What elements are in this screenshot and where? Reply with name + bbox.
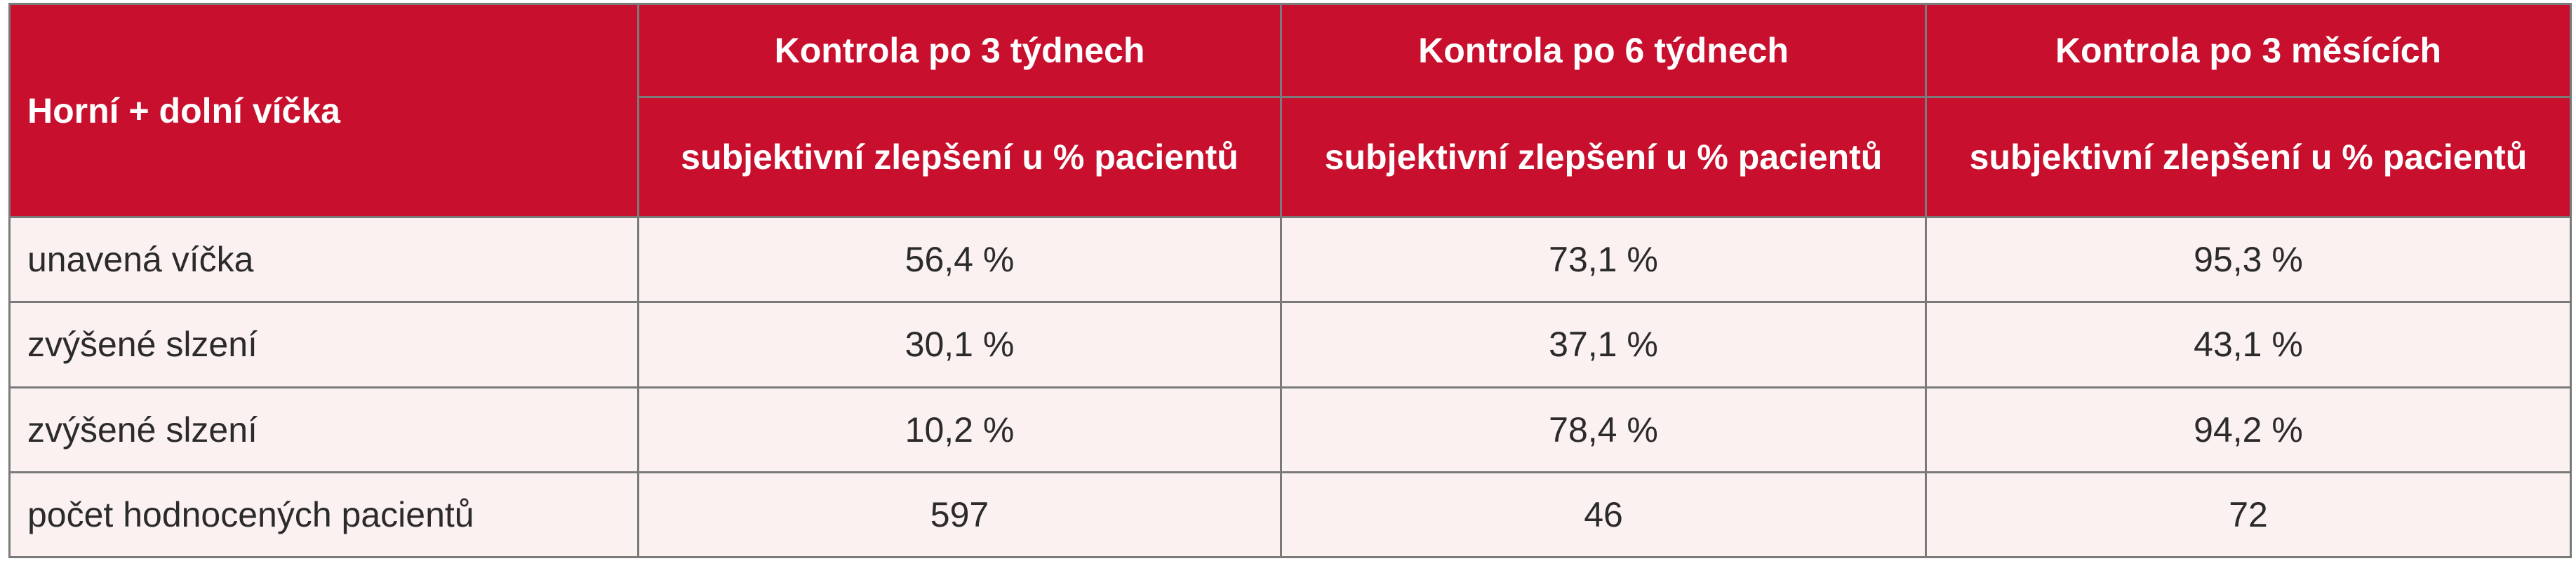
table-cell: 43,1 % — [1925, 301, 2572, 388]
table-body: unavená víčka 56,4 % 73,1 % 95,3 % zvýše… — [8, 215, 2572, 559]
table-cell: 46 — [1280, 471, 1927, 559]
header-row-periods: Horní + dolní víčka Kontrola po 3 týdnec… — [8, 3, 2572, 218]
table-row: unavená víčka 56,4 % 73,1 % 95,3 % — [8, 215, 2572, 304]
table-cell: 597 — [637, 471, 1282, 559]
table-cell: 30,1 % — [637, 301, 1282, 388]
header-row-measure: subjektivní zlepšení u % pacientů subjek… — [10, 96, 2572, 218]
table-header: Horní + dolní víčka Kontrola po 3 týdnec… — [8, 3, 2572, 218]
measure-header-3-weeks: subjektivní zlepšení u % pacientů — [637, 96, 1282, 218]
table-cell: 10,2 % — [637, 386, 1282, 473]
corner-header: Horní + dolní víčka — [8, 3, 639, 218]
column-header-3-months: Kontrola po 3 měsících — [1925, 3, 2572, 98]
table-row: počet hodnocených pacientů 597 46 72 — [8, 471, 2572, 559]
table-row: zvýšené slzení 10,2 % 78,4 % 94,2 % — [8, 386, 2572, 473]
table-cell: 78,4 % — [1280, 386, 1927, 473]
row-label: zvýšené slzení — [8, 386, 639, 473]
table-row: zvýšené slzení 30,1 % 37,1 % 43,1 % — [8, 301, 2572, 388]
column-header-3-weeks: Kontrola po 3 týdnech — [637, 3, 1282, 98]
table-cell: 95,3 % — [1925, 215, 2572, 304]
table-cell: 56,4 % — [637, 215, 1282, 304]
results-table: Horní + dolní víčka Kontrola po 3 týdnec… — [8, 3, 2572, 559]
row-label: počet hodnocených pacientů — [8, 471, 639, 559]
measure-header-6-weeks: subjektivní zlepšení u % pacientů — [1280, 96, 1927, 218]
results-table-container: Horní + dolní víčka Kontrola po 3 týdnec… — [8, 3, 2572, 559]
table-cell: 37,1 % — [1280, 301, 1927, 388]
table-cell: 94,2 % — [1925, 386, 2572, 473]
measure-header-3-months: subjektivní zlepšení u % pacientů — [1925, 96, 2572, 218]
row-label: unavená víčka — [8, 215, 639, 304]
column-header-6-weeks: Kontrola po 6 týdnech — [1280, 3, 1927, 98]
row-label: zvýšené slzení — [8, 301, 639, 388]
table-cell: 73,1 % — [1280, 215, 1927, 304]
table-cell: 72 — [1925, 471, 2572, 559]
